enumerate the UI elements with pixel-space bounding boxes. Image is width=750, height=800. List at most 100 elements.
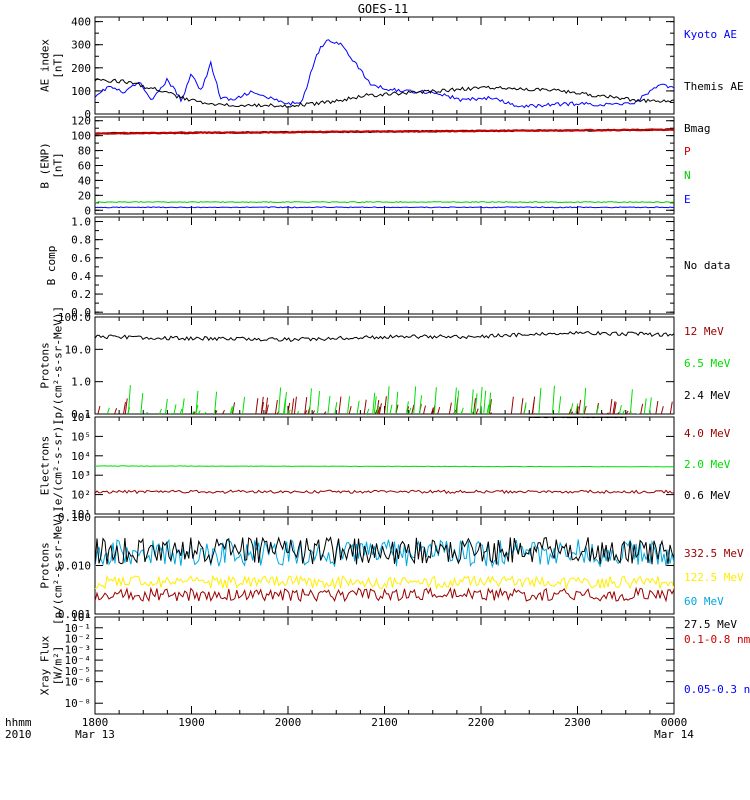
spike — [372, 392, 376, 414]
panel-frame — [94, 216, 675, 315]
ytick-label: 80 — [78, 145, 91, 158]
spike — [488, 400, 492, 414]
spike — [283, 392, 287, 414]
ytick-label: 0.1 — [71, 408, 91, 421]
spike — [655, 400, 659, 414]
spike — [287, 409, 291, 414]
ytick-label: 200 — [71, 62, 91, 75]
spike — [255, 398, 259, 414]
spike — [373, 396, 377, 414]
series-line-27-5-mev — [95, 536, 674, 565]
legend-0-05-0-3-nm: 0.05-0.3 nm — [684, 683, 750, 696]
spike — [323, 411, 327, 414]
legend-themis-ae: Themis AE — [684, 80, 744, 93]
legend-332-5-mev: 332.5 MeV — [684, 547, 744, 560]
spike — [570, 411, 574, 414]
ytick-label: 0.001 — [58, 608, 91, 621]
series-line-p — [95, 128, 674, 135]
spike — [173, 404, 177, 414]
panel-ae: 0 100 200 300 400 AE index [nT] Kyoto AE Themis … — [39, 16, 744, 121]
ytick-label: 10⁻⁸ — [65, 697, 92, 710]
series-group — [95, 128, 674, 209]
spike — [229, 406, 233, 414]
spike — [471, 410, 475, 414]
spike — [261, 402, 265, 414]
spike — [578, 399, 582, 414]
spike — [423, 405, 426, 414]
ytick-label: 0 — [84, 204, 91, 217]
spike — [106, 407, 110, 414]
spike — [460, 410, 463, 414]
spike — [285, 412, 288, 414]
spike — [274, 400, 278, 414]
spike — [612, 401, 616, 414]
legend-2-0-mev: 2.0 MeV — [684, 458, 731, 471]
spike — [558, 396, 562, 414]
ylabel-line: B comp — [45, 246, 58, 286]
spike — [625, 410, 629, 414]
panel-bcomp: 0.0 0.2 0.4 0.6 0.8 1.0 B comp No data — [45, 216, 730, 320]
spike — [551, 385, 555, 414]
spike — [291, 398, 295, 414]
spike — [622, 410, 625, 414]
spike — [348, 406, 352, 414]
series-group — [95, 39, 674, 109]
spike — [195, 390, 199, 414]
ytick-label: 0.6 — [71, 252, 91, 265]
spike — [214, 410, 218, 414]
spike — [127, 385, 131, 414]
legend-kyoto-ae: Kyoto AE — [684, 28, 737, 41]
spike — [609, 398, 613, 414]
spike — [265, 397, 269, 414]
spike — [191, 411, 195, 414]
spike — [304, 410, 308, 414]
chart-title: GOES-11 — [358, 2, 409, 16]
time-tick-label: 2100 — [371, 716, 398, 729]
spike — [169, 412, 172, 414]
spike — [222, 410, 225, 414]
ytick-label: 100.0 — [58, 311, 91, 324]
spike — [287, 402, 291, 414]
ylabel-line: [p/(cm²-s-sr-MeV)] — [52, 506, 65, 625]
spike — [433, 387, 437, 414]
ylabel-line: [p/(cm²-s-sr-MeV)] — [52, 306, 65, 425]
spike — [242, 396, 246, 414]
spike — [583, 405, 587, 414]
ytick-label: 10⁶ — [71, 411, 91, 424]
spike — [430, 407, 434, 414]
ytick-label: 0 — [84, 108, 91, 121]
time-axis-label-hhmm: hhmm — [5, 716, 32, 729]
ytick-label: 40 — [78, 174, 91, 187]
spike — [278, 387, 282, 414]
time-tick-label: 0000 — [661, 716, 688, 729]
ylabel-line: Protons — [39, 542, 52, 588]
spike — [356, 400, 360, 414]
ytick-label: 400 — [71, 16, 91, 29]
ylabel-line: [e/(cm²-s-sr)] — [52, 419, 65, 512]
spike — [538, 387, 542, 414]
ytick-label: 10⁻¹ — [65, 622, 92, 635]
spike — [475, 408, 479, 414]
panel-protons_high: 0.001 0.010 0.100 Protons [p/(cm²-s-sr-MeV)]… — [39, 506, 744, 631]
legend-0-6-mev: 0.6 MeV — [684, 489, 731, 502]
legend-12-mev: 12 MeV — [684, 325, 724, 338]
panel-frame — [94, 616, 675, 715]
ytick-label: 120 — [71, 115, 91, 128]
ylabel-line: AE index — [39, 39, 52, 92]
spike — [347, 396, 351, 414]
spike — [363, 399, 367, 414]
ylabel-line: [nT] — [52, 52, 65, 79]
spike — [192, 411, 196, 414]
time-tick-label: 1900 — [178, 716, 205, 729]
ytick-label: 10⁻³ — [65, 643, 92, 656]
spike — [296, 411, 300, 414]
legend-6-5-mev: 6.5 MeV — [684, 357, 731, 370]
spike — [159, 408, 162, 414]
spike — [419, 395, 423, 414]
ytick-label: 0.8 — [71, 234, 91, 247]
spike — [376, 405, 380, 414]
ytick-label: 20 — [78, 189, 91, 202]
